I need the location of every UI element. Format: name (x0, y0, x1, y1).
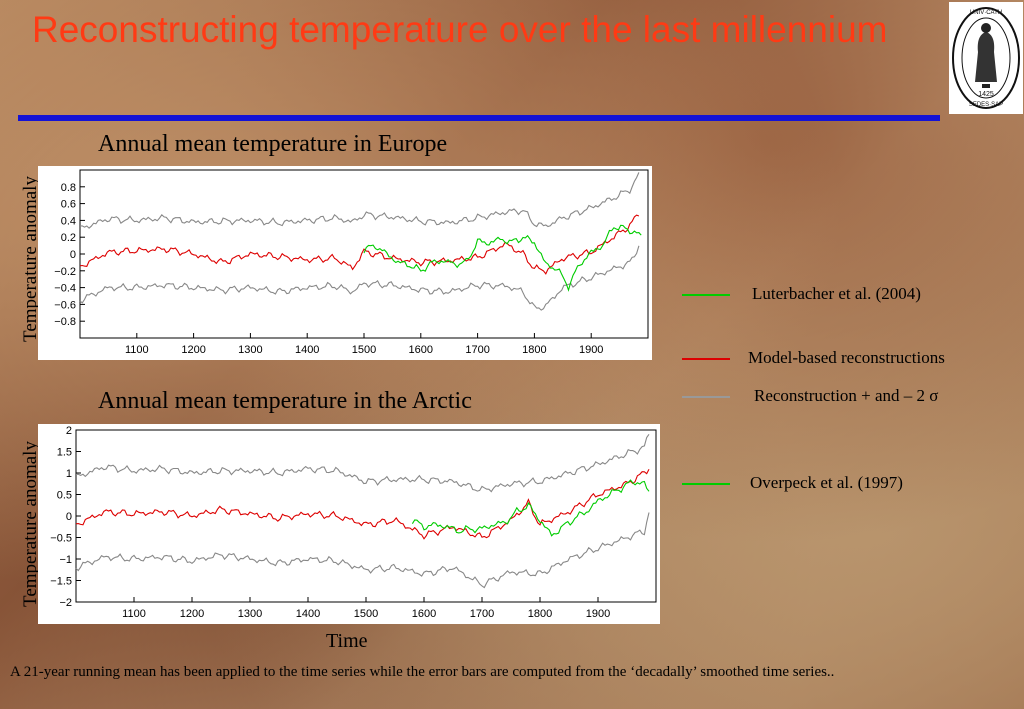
y-tick-label: −0.4 (54, 283, 76, 295)
x-axis-title: Time (326, 630, 368, 652)
x-tick-label: 1100 (122, 608, 146, 620)
x-tick-label: 1400 (296, 608, 320, 620)
sigma-bound-series-line (79, 245, 640, 311)
sigma-bound-series-line (75, 512, 650, 589)
y-tick-label: −2 (59, 597, 72, 609)
y-tick-label: 1 (66, 468, 72, 480)
plot-frame (79, 169, 649, 339)
svg-text:SEDES·SAP: SEDES·SAP (969, 102, 1003, 108)
y-tick-label: 0.2 (61, 232, 76, 244)
y-tick-label: 0.4 (61, 215, 76, 227)
arctic-chart-title: Annual mean temperature in the Arctic (98, 388, 472, 414)
legend-swatch-gray (682, 396, 730, 398)
slide-title: Reconstructing temperature over the last… (32, 9, 888, 50)
y-tick-label: −1 (59, 554, 72, 566)
y-tick-label: 0.6 (61, 199, 76, 211)
legend-swatch-green (682, 483, 730, 485)
plot-frame (75, 429, 657, 603)
x-tick-label: 1200 (180, 608, 204, 620)
seal-graphic: UNIV·CATH SEDES·SAP 1425 (952, 7, 1020, 109)
university-seal-logo: UNIV·CATH SEDES·SAP 1425 (949, 2, 1023, 114)
title-underline (18, 115, 940, 121)
legend-label: Reconstruction + and – 2 σ (754, 386, 939, 405)
x-tick-label: 1300 (238, 608, 262, 620)
svg-text:UNIV·CATH: UNIV·CATH (970, 10, 1002, 16)
x-tick-label: 1600 (412, 608, 436, 620)
europe-chart-panel: 0.8 0.6 0.4 0.2 0 −0.2 −0.4 −0.6 −0.8 1100 1200 130… (38, 166, 652, 360)
y-tick-label: −1.5 (50, 576, 72, 588)
model-series-line (75, 469, 650, 540)
x-tick-label: 1200 (181, 344, 205, 356)
x-tick-label: 1500 (354, 608, 378, 620)
x-tick-label: 1900 (579, 344, 603, 356)
y-tick-label: −0.6 (54, 299, 76, 311)
svg-text:1425: 1425 (978, 91, 994, 98)
legend-label: Model-based reconstructions (748, 348, 945, 367)
legend-swatch-red (682, 358, 730, 360)
y-tick-label: −0.8 (54, 316, 76, 328)
y-tick-label: 0.8 (61, 182, 76, 194)
x-tick-label: 1300 (238, 344, 262, 356)
y-tick-label: 0.5 (57, 490, 72, 502)
europe-chart-title: Annual mean temperature in Europe (98, 131, 448, 157)
y-tick-label: 1.5 (57, 447, 72, 459)
europe-temperature-chart: 0.8 0.6 0.4 0.2 0 −0.2 −0.4 −0.6 −0.8 1100 1200 130… (54, 169, 649, 356)
caption-text: A 21-year running mean has been applied … (10, 664, 835, 680)
legend-label: Luterbacher et al. (2004) (752, 284, 921, 303)
x-tick-label: 1700 (470, 608, 494, 620)
x-tick-label: 1100 (125, 344, 149, 356)
x-tick-label: 1800 (528, 608, 552, 620)
y-tick-label: 0 (70, 249, 76, 261)
model-series-line (79, 214, 640, 275)
y-tick-label: −0.2 (54, 266, 76, 278)
x-tick-label: 1400 (295, 344, 319, 356)
arctic-chart-panel: 2 1.5 1 0.5 0 −0.5 −1 −1.5 −2 1100 1200 1300 1400 150… (38, 424, 660, 624)
observation-series-line (411, 479, 650, 537)
legend-label: Overpeck et al. (1997) (750, 473, 903, 492)
y-tick-label: −0.5 (50, 533, 72, 545)
y-tick-label: 0 (66, 511, 72, 523)
y-tick-label: 2 (66, 425, 72, 437)
legend-swatch-green (682, 294, 730, 296)
x-tick-label: 1900 (586, 608, 610, 620)
sigma-bound-series-line (76, 433, 650, 493)
x-tick-label: 1500 (352, 344, 376, 356)
observation-series-line (363, 224, 642, 292)
x-tick-label: 1700 (465, 344, 489, 356)
arctic-temperature-chart: 2 1.5 1 0.5 0 −0.5 −1 −1.5 −2 1100 1200 1300 1400 150… (50, 425, 657, 620)
x-tick-label: 1600 (409, 344, 433, 356)
sigma-bound-series-line (80, 172, 640, 229)
x-tick-label: 1800 (522, 344, 546, 356)
